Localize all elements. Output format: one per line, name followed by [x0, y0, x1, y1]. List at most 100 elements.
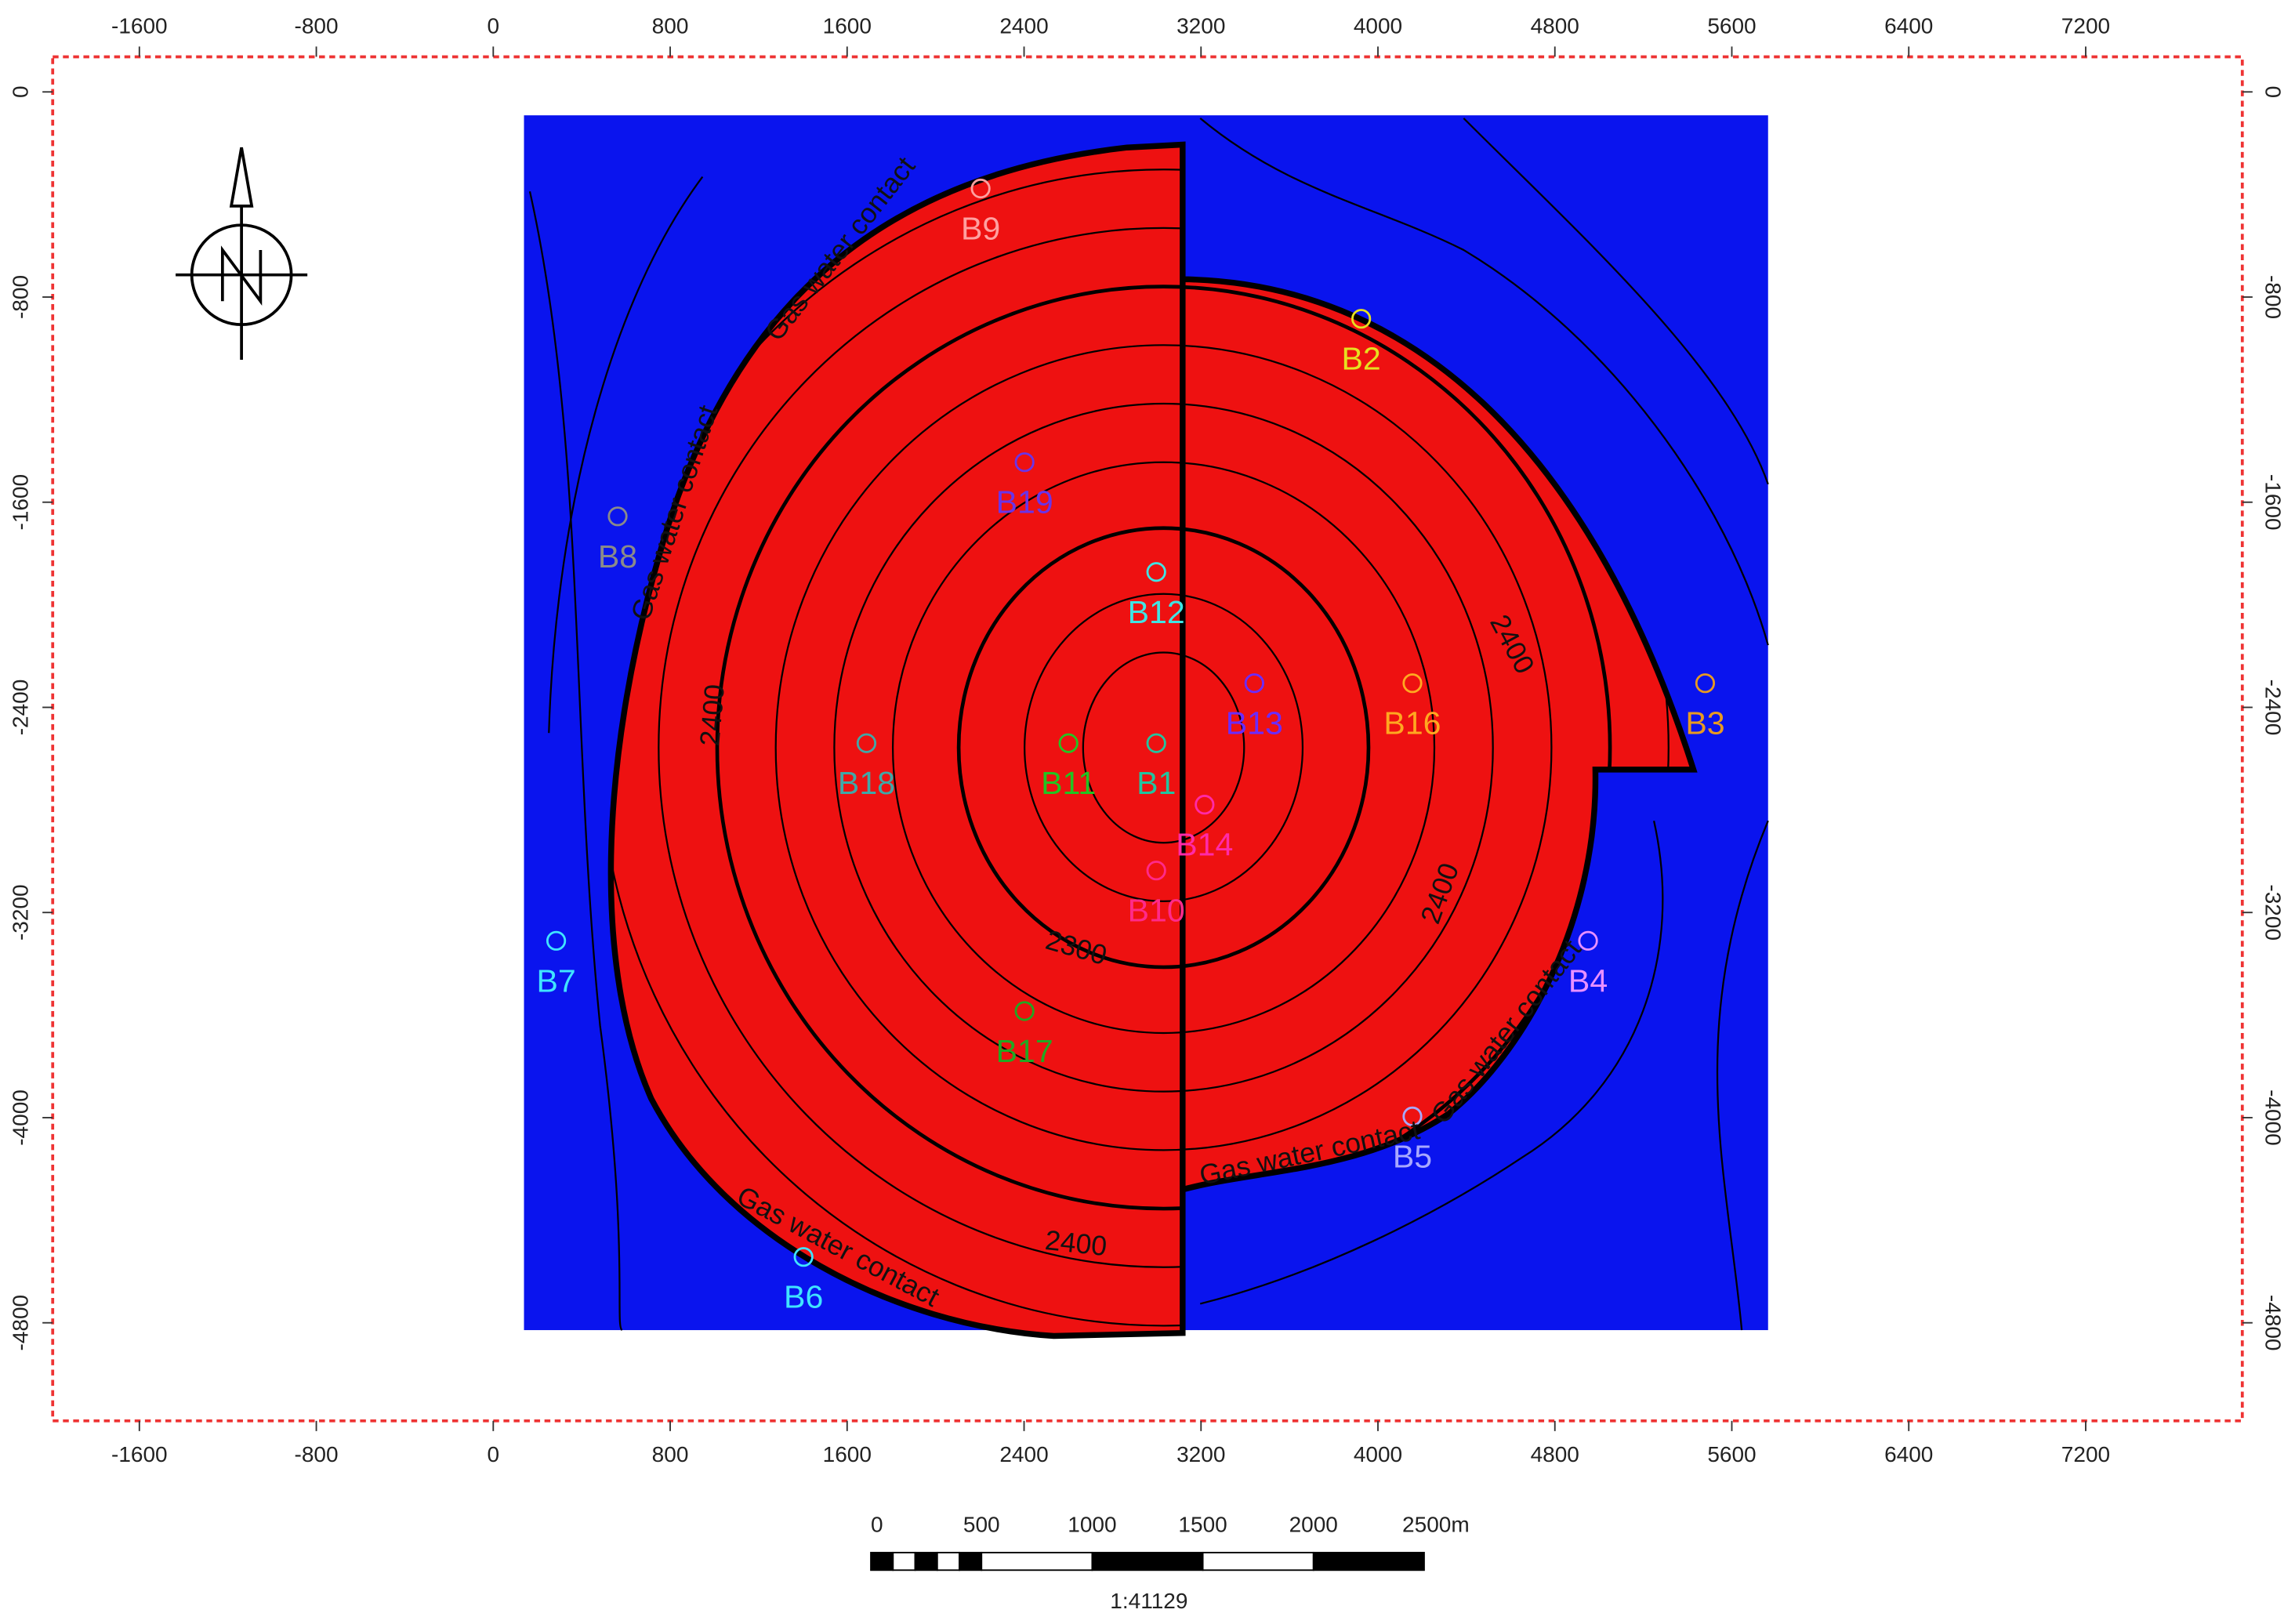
- well-marker: [1402, 1106, 1423, 1127]
- scale-segment: [1091, 1551, 1204, 1571]
- x-tick-label: 4800: [1531, 14, 1579, 38]
- scale-segment: [914, 1551, 938, 1571]
- well-label: B18: [838, 765, 895, 801]
- scale-segment: [870, 1551, 894, 1571]
- inner-contours: [611, 144, 1694, 1333]
- x-tick-label: -1600: [111, 1442, 168, 1466]
- well-marker: [1146, 733, 1166, 753]
- scale-segment: [959, 1551, 983, 1571]
- well-marker: [607, 506, 628, 527]
- well-marker: [1195, 795, 1215, 815]
- scale-bar: 0 500 1000 1500 2000 2500m: [870, 1513, 1470, 1571]
- well-marker: [546, 930, 567, 951]
- scale-segment: [981, 1551, 1093, 1571]
- x-tick-label: 6400: [1884, 1442, 1933, 1466]
- outer-contours: [528, 118, 1769, 1331]
- well-label: B6: [784, 1279, 823, 1315]
- well-label: B3: [1685, 705, 1724, 741]
- well-label: B13: [1226, 705, 1283, 741]
- x-tick-label: -1600: [111, 14, 168, 38]
- well-marker: [1351, 309, 1372, 329]
- scale-segment: [892, 1551, 916, 1571]
- x-tick-label: 1600: [823, 1442, 872, 1466]
- x-tick-label: 3200: [1177, 1442, 1225, 1466]
- well-label: B19: [996, 484, 1053, 520]
- y-tick-label: -1600: [8, 474, 32, 531]
- well-label: B4: [1568, 962, 1608, 999]
- well-marker: [1578, 930, 1598, 951]
- y-tick-label: 0: [2261, 85, 2286, 98]
- x-tick-label: -800: [295, 1442, 339, 1466]
- well-label: B1: [1137, 765, 1176, 801]
- well-label: B2: [1342, 341, 1381, 377]
- map-frame: [51, 55, 2244, 1423]
- well-label: B14: [1176, 827, 1233, 863]
- well-marker: [856, 733, 877, 753]
- x-tick-label: 7200: [2061, 14, 2110, 38]
- well-marker: [1058, 733, 1079, 753]
- y-tick-label: -4800: [2261, 1295, 2286, 1351]
- x-tick-label: 0: [488, 1442, 500, 1466]
- scale-segment: [1312, 1551, 1425, 1571]
- x-tick-label: 3200: [1177, 14, 1225, 38]
- scale-label: 0: [871, 1513, 883, 1537]
- well-marker: [970, 178, 991, 199]
- x-tick-label: 0: [488, 14, 500, 38]
- x-tick-label: 4000: [1354, 1442, 1402, 1466]
- well-marker: [1695, 673, 1716, 694]
- well-marker: [1146, 861, 1166, 881]
- x-tick-label: -800: [295, 14, 339, 38]
- well-label: B11: [1041, 765, 1096, 801]
- x-tick-label: 7200: [2061, 1442, 2110, 1466]
- contour-label: 2400: [694, 683, 731, 747]
- y-tick-label: 0: [8, 85, 32, 98]
- well-label: B7: [536, 962, 575, 999]
- y-tick-label: -800: [2261, 275, 2286, 319]
- x-tick-label: 4000: [1354, 14, 1402, 38]
- well-label: B12: [1128, 594, 1185, 630]
- well-marker: [1146, 562, 1166, 582]
- well-label: B8: [598, 538, 637, 575]
- scale-segment: [1202, 1551, 1314, 1571]
- x-tick-label: 4800: [1531, 1442, 1579, 1466]
- x-tick-label: 2400: [999, 14, 1048, 38]
- scale-segment: [936, 1551, 960, 1571]
- well-label: B5: [1393, 1138, 1432, 1174]
- well-marker: [1244, 673, 1264, 694]
- x-tick-label: 800: [652, 14, 689, 38]
- y-tick-label: -4000: [2261, 1089, 2286, 1146]
- scale-label: 2000: [1289, 1513, 1338, 1537]
- scale-label: 1500: [1178, 1513, 1227, 1537]
- well-marker: [1014, 452, 1035, 473]
- well-marker: [1014, 1001, 1035, 1021]
- y-tick-label: -800: [8, 275, 32, 319]
- x-tick-label: 2400: [999, 1442, 1048, 1466]
- well-marker: [1402, 673, 1423, 694]
- well-marker: [793, 1247, 814, 1267]
- x-tick-label: 1600: [823, 14, 872, 38]
- well-label: B17: [996, 1033, 1053, 1069]
- scale-label: 500: [963, 1513, 1000, 1537]
- scale-label: 1000: [1068, 1513, 1116, 1537]
- y-tick-label: -3200: [8, 884, 32, 941]
- y-tick-label: -4800: [8, 1295, 32, 1351]
- gas-area: [607, 141, 1698, 1339]
- y-tick-label: -3200: [2261, 884, 2286, 941]
- contour-label: 2400: [1043, 1224, 1108, 1262]
- north-arrow: [176, 147, 308, 360]
- well-label: B9: [961, 211, 1000, 247]
- y-tick-label: -4000: [8, 1089, 32, 1146]
- scale-ratio: 1:41129: [1110, 1589, 1187, 1613]
- y-tick-label: -2400: [2261, 680, 2286, 736]
- well-label: B16: [1383, 705, 1441, 741]
- scale-label: 2500m: [1402, 1513, 1470, 1537]
- x-tick-label: 5600: [1707, 1442, 1756, 1466]
- x-tick-label: 6400: [1884, 14, 1933, 38]
- y-tick-label: -1600: [2261, 474, 2286, 531]
- x-tick-label: 800: [652, 1442, 689, 1466]
- y-tick-label: -2400: [8, 680, 32, 736]
- well-label: B10: [1128, 893, 1185, 929]
- x-tick-label: 5600: [1707, 14, 1756, 38]
